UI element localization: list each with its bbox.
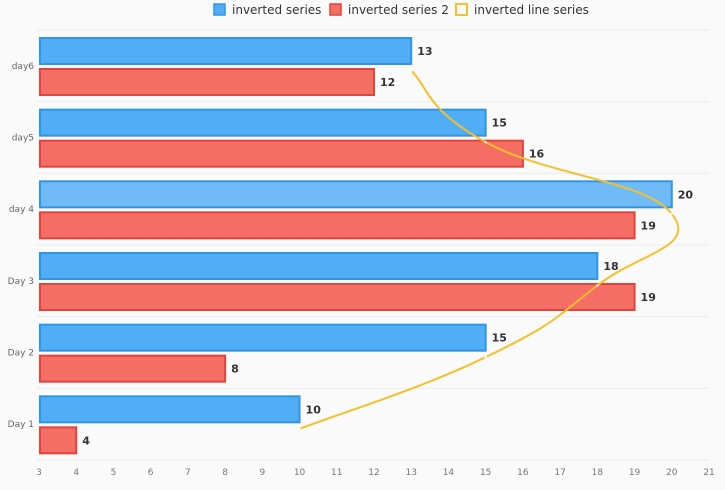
line-series — [298, 69, 680, 431]
category-label: Day 2 — [8, 349, 34, 359]
bar-inverted-series-2[interactable] — [39, 68, 375, 96]
bar-inverted-series-2[interactable] — [39, 139, 524, 168]
legend-swatch[interactable] — [329, 3, 342, 16]
x-tick-label: 16 — [517, 468, 529, 478]
bar-inverted-series[interactable] — [39, 395, 301, 424]
data-label: 12 — [380, 76, 395, 89]
bar-inverted-series[interactable] — [39, 37, 413, 65]
data-label: 15 — [492, 332, 507, 345]
line-point[interactable] — [410, 69, 413, 72]
x-tick-label: 14 — [443, 468, 455, 478]
x-tick-label: 19 — [629, 468, 641, 478]
axes: 3 4 5 6 7 8 9 10 11 12 13 14 15 16 17 18 19 20 21 Day 1 Day … — [8, 62, 715, 478]
data-label: 13 — [417, 45, 432, 58]
bars — [39, 37, 673, 455]
bar-inverted-series[interactable] — [39, 180, 673, 209]
category-label: day6 — [12, 62, 35, 72]
line-point[interactable] — [596, 284, 599, 287]
x-tick-label: 10 — [294, 468, 306, 478]
category-label: Day 3 — [8, 277, 34, 287]
x-tick-label: 11 — [331, 468, 342, 478]
data-label: 19 — [641, 219, 656, 232]
x-tick-label: 15 — [480, 468, 491, 478]
x-tick-label: 6 — [148, 468, 154, 478]
data-label: 19 — [641, 291, 656, 304]
x-tick-label: 17 — [554, 468, 565, 478]
x-tick-label: 20 — [666, 468, 678, 478]
bar-inverted-series-2[interactable] — [39, 354, 227, 383]
legend-label[interactable]: inverted series — [232, 3, 321, 17]
x-tick-label: 9 — [259, 468, 265, 478]
data-label: 20 — [678, 188, 694, 201]
x-tick-label: 3 — [36, 468, 42, 478]
bar-inverted-series-2[interactable] — [39, 211, 636, 240]
x-tick-label: 7 — [185, 468, 191, 478]
x-tick-label: 5 — [111, 468, 117, 478]
bar-inverted-series-2[interactable] — [39, 283, 636, 311]
category-label: Day 1 — [8, 420, 34, 430]
x-tick-label: 18 — [592, 468, 604, 478]
category-label: day5 — [12, 134, 34, 144]
category-label: day 4 — [9, 205, 34, 215]
legend: inverted series inverted series 2 inverted… — [213, 3, 589, 17]
bar-inverted-series[interactable] — [39, 252, 599, 280]
legend-swatch[interactable] — [213, 3, 226, 16]
x-tick-label: 12 — [368, 468, 379, 478]
legend-swatch[interactable] — [455, 3, 468, 16]
x-tick-label: 21 — [703, 468, 714, 478]
line-point[interactable] — [484, 355, 487, 359]
data-label: 8 — [231, 363, 239, 376]
data-label: 16 — [529, 148, 545, 161]
bar-inverted-series[interactable] — [39, 108, 487, 137]
data-label: 4 — [82, 434, 90, 447]
legend-label[interactable]: inverted series 2 — [348, 3, 449, 17]
data-label: 15 — [492, 117, 507, 130]
x-tick-label: 8 — [222, 468, 228, 478]
grid-lines — [36, 29, 709, 461]
x-tick-label: 13 — [405, 468, 416, 478]
data-labels: 10 15 18 20 15 13 4 8 19 19 16 12 — [82, 45, 693, 447]
data-label: 10 — [306, 403, 322, 416]
line-point[interactable] — [484, 140, 487, 144]
line-point[interactable] — [298, 427, 301, 431]
data-label: 18 — [603, 260, 618, 273]
legend-label[interactable]: inverted line series — [474, 3, 589, 17]
bar-inverted-series-2[interactable] — [39, 426, 78, 455]
x-tick-label: 4 — [73, 468, 79, 478]
line-point[interactable] — [670, 212, 673, 216]
bar-inverted-series[interactable] — [39, 323, 487, 352]
